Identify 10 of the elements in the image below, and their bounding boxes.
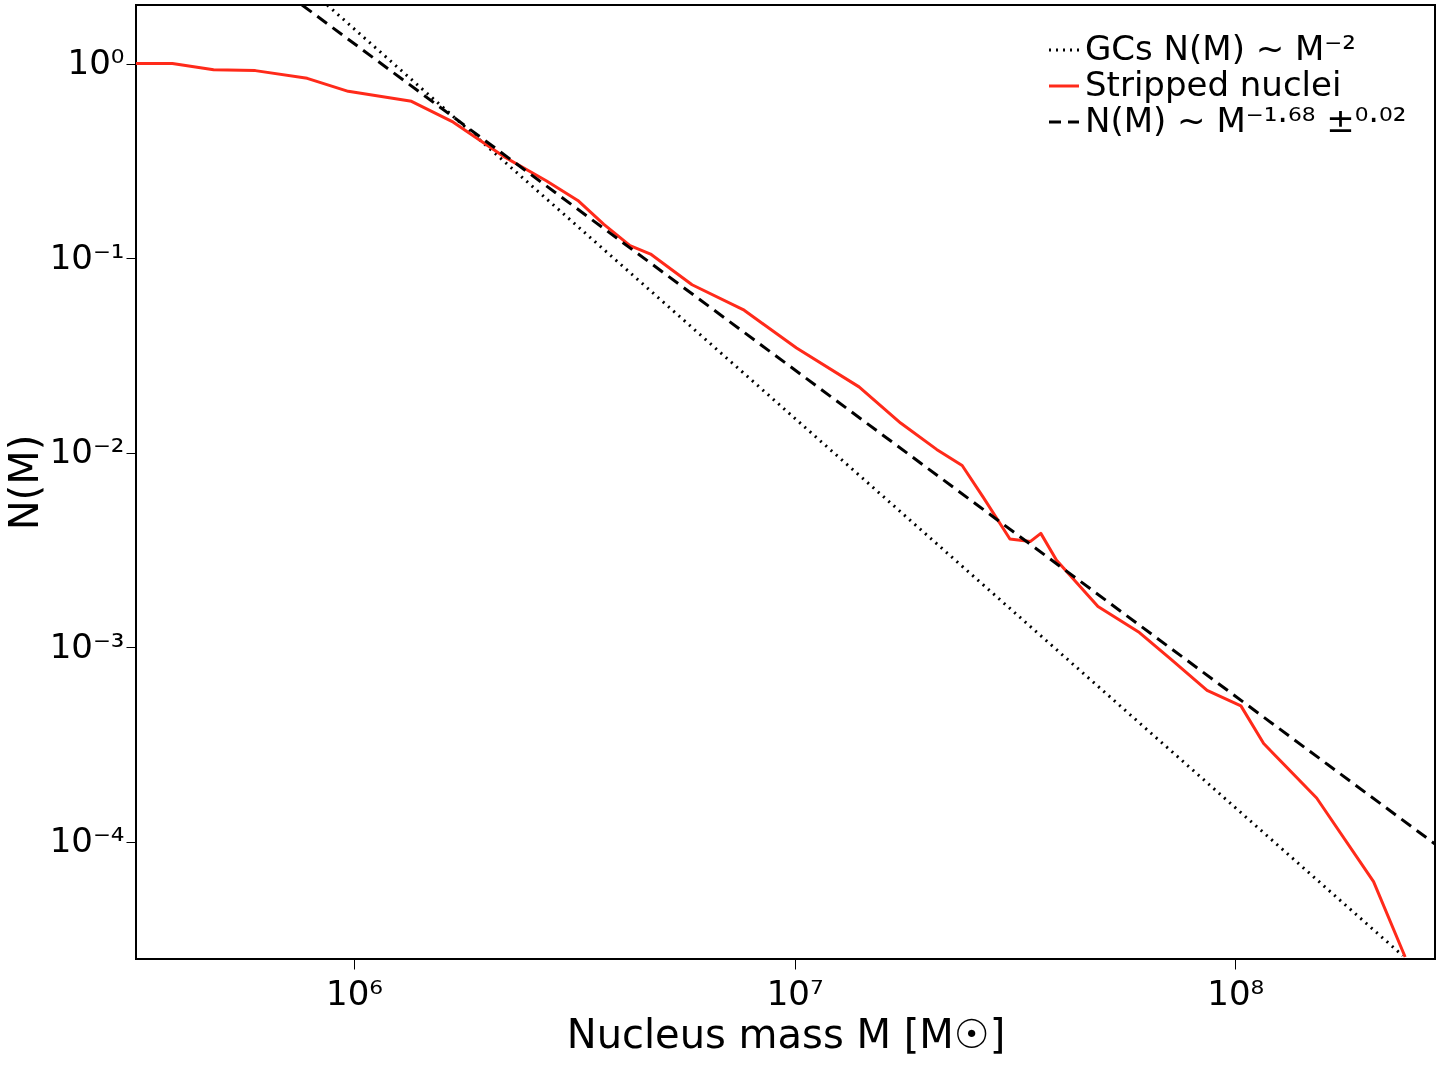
y-tick-label: 10⁰ — [67, 42, 125, 83]
y-tick-label: 10⁻¹ — [49, 236, 125, 277]
x-tick-label: 10⁷ — [766, 972, 824, 1013]
x-axis-title: Nucleus mass M [M☉] — [566, 1010, 1006, 1057]
y-tick-label: 10⁻³ — [49, 625, 125, 666]
x-tick-label: 10⁶ — [326, 972, 383, 1013]
x-tick-label: 10⁸ — [1207, 972, 1265, 1013]
y-axis-title: N(M) — [0, 434, 47, 531]
y-tick-label: 10⁻⁴ — [49, 820, 125, 861]
y-tick-label: 10⁻² — [49, 431, 125, 472]
